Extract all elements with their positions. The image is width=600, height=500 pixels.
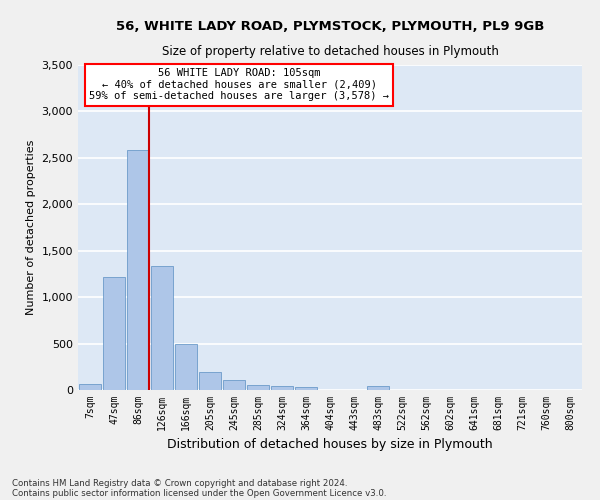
Bar xyxy=(175,344,197,390)
Y-axis label: Number of detached properties: Number of detached properties xyxy=(26,140,36,315)
Bar xyxy=(103,276,125,390)
Bar xyxy=(127,150,149,390)
Text: 56 WHITE LADY ROAD: 105sqm
← 40% of detached houses are smaller (2,409)
59% of s: 56 WHITE LADY ROAD: 105sqm ← 40% of deta… xyxy=(89,68,389,102)
Bar xyxy=(223,380,245,390)
Text: Contains public sector information licensed under the Open Government Licence v3: Contains public sector information licen… xyxy=(12,488,386,498)
Text: Size of property relative to detached houses in Plymouth: Size of property relative to detached ho… xyxy=(161,45,499,58)
Bar xyxy=(79,384,101,390)
Bar xyxy=(271,386,293,390)
X-axis label: Distribution of detached houses by size in Plymouth: Distribution of detached houses by size … xyxy=(167,438,493,452)
Text: Contains HM Land Registry data © Crown copyright and database right 2024.: Contains HM Land Registry data © Crown c… xyxy=(12,478,347,488)
Text: 56, WHITE LADY ROAD, PLYMSTOCK, PLYMOUTH, PL9 9GB: 56, WHITE LADY ROAD, PLYMSTOCK, PLYMOUTH… xyxy=(116,20,544,33)
Bar xyxy=(199,372,221,390)
Bar xyxy=(367,386,389,390)
Bar xyxy=(295,387,317,390)
Bar xyxy=(247,385,269,390)
Bar xyxy=(151,266,173,390)
